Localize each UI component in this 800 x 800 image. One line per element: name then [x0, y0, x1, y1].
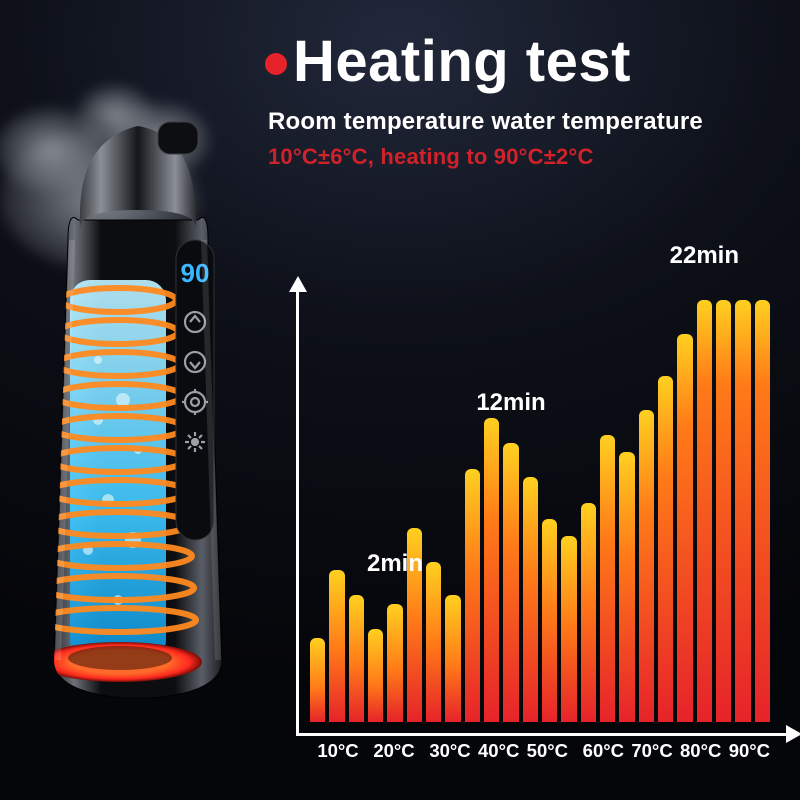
heater-base-inner	[68, 646, 172, 670]
bar	[755, 300, 770, 722]
bar	[677, 334, 692, 722]
bar	[600, 435, 615, 722]
bar	[581, 503, 596, 722]
x-tick: 20°C	[366, 740, 422, 770]
bar	[484, 418, 499, 722]
x-tick: 40°C	[478, 740, 519, 770]
subtitle: Room temperature water temperature	[268, 108, 703, 136]
bar	[310, 638, 325, 722]
callout-label: 2min	[367, 550, 423, 578]
x-tick: 10°C	[310, 740, 366, 770]
callout-label: 12min	[476, 389, 545, 417]
bar	[387, 604, 402, 722]
heating-chart: 10°C20°C30°C40°C50°C60°C70°C80°C90°C 2mi…	[280, 290, 780, 770]
arrow-right-icon	[786, 725, 800, 743]
bar	[329, 570, 344, 722]
bar	[658, 376, 673, 722]
cup-spout	[158, 122, 198, 154]
page-title: Heating test	[293, 28, 631, 95]
bar	[349, 595, 364, 722]
bar-series	[310, 300, 770, 722]
bar	[716, 300, 731, 722]
x-tick: 60°C	[575, 740, 631, 770]
x-tick: 70°C	[631, 740, 672, 770]
bar	[465, 469, 480, 722]
arrow-up-icon	[289, 276, 307, 292]
bar	[619, 452, 634, 722]
bar	[542, 519, 557, 722]
heading-row: Heating test	[265, 28, 631, 95]
bar	[503, 443, 518, 722]
x-tick: 30°C	[422, 740, 478, 770]
x-tick: 50°C	[519, 740, 575, 770]
x-tick-labels: 10°C20°C30°C40°C50°C60°C70°C80°C90°C	[310, 740, 770, 770]
bar	[368, 629, 383, 722]
x-tick: 90°C	[729, 740, 770, 770]
bar	[426, 562, 441, 722]
bar	[561, 536, 576, 722]
bar	[523, 477, 538, 722]
bar	[697, 300, 712, 722]
bullet-icon	[265, 53, 287, 75]
bar	[445, 595, 460, 722]
bar	[639, 410, 654, 722]
x-tick: 80°C	[673, 740, 729, 770]
product-illustration: 90	[28, 100, 248, 710]
callout-label: 22min	[670, 242, 739, 270]
range-line: 10°C±6°C, heating to 90°C±2°C	[268, 144, 594, 170]
bar	[735, 300, 750, 722]
